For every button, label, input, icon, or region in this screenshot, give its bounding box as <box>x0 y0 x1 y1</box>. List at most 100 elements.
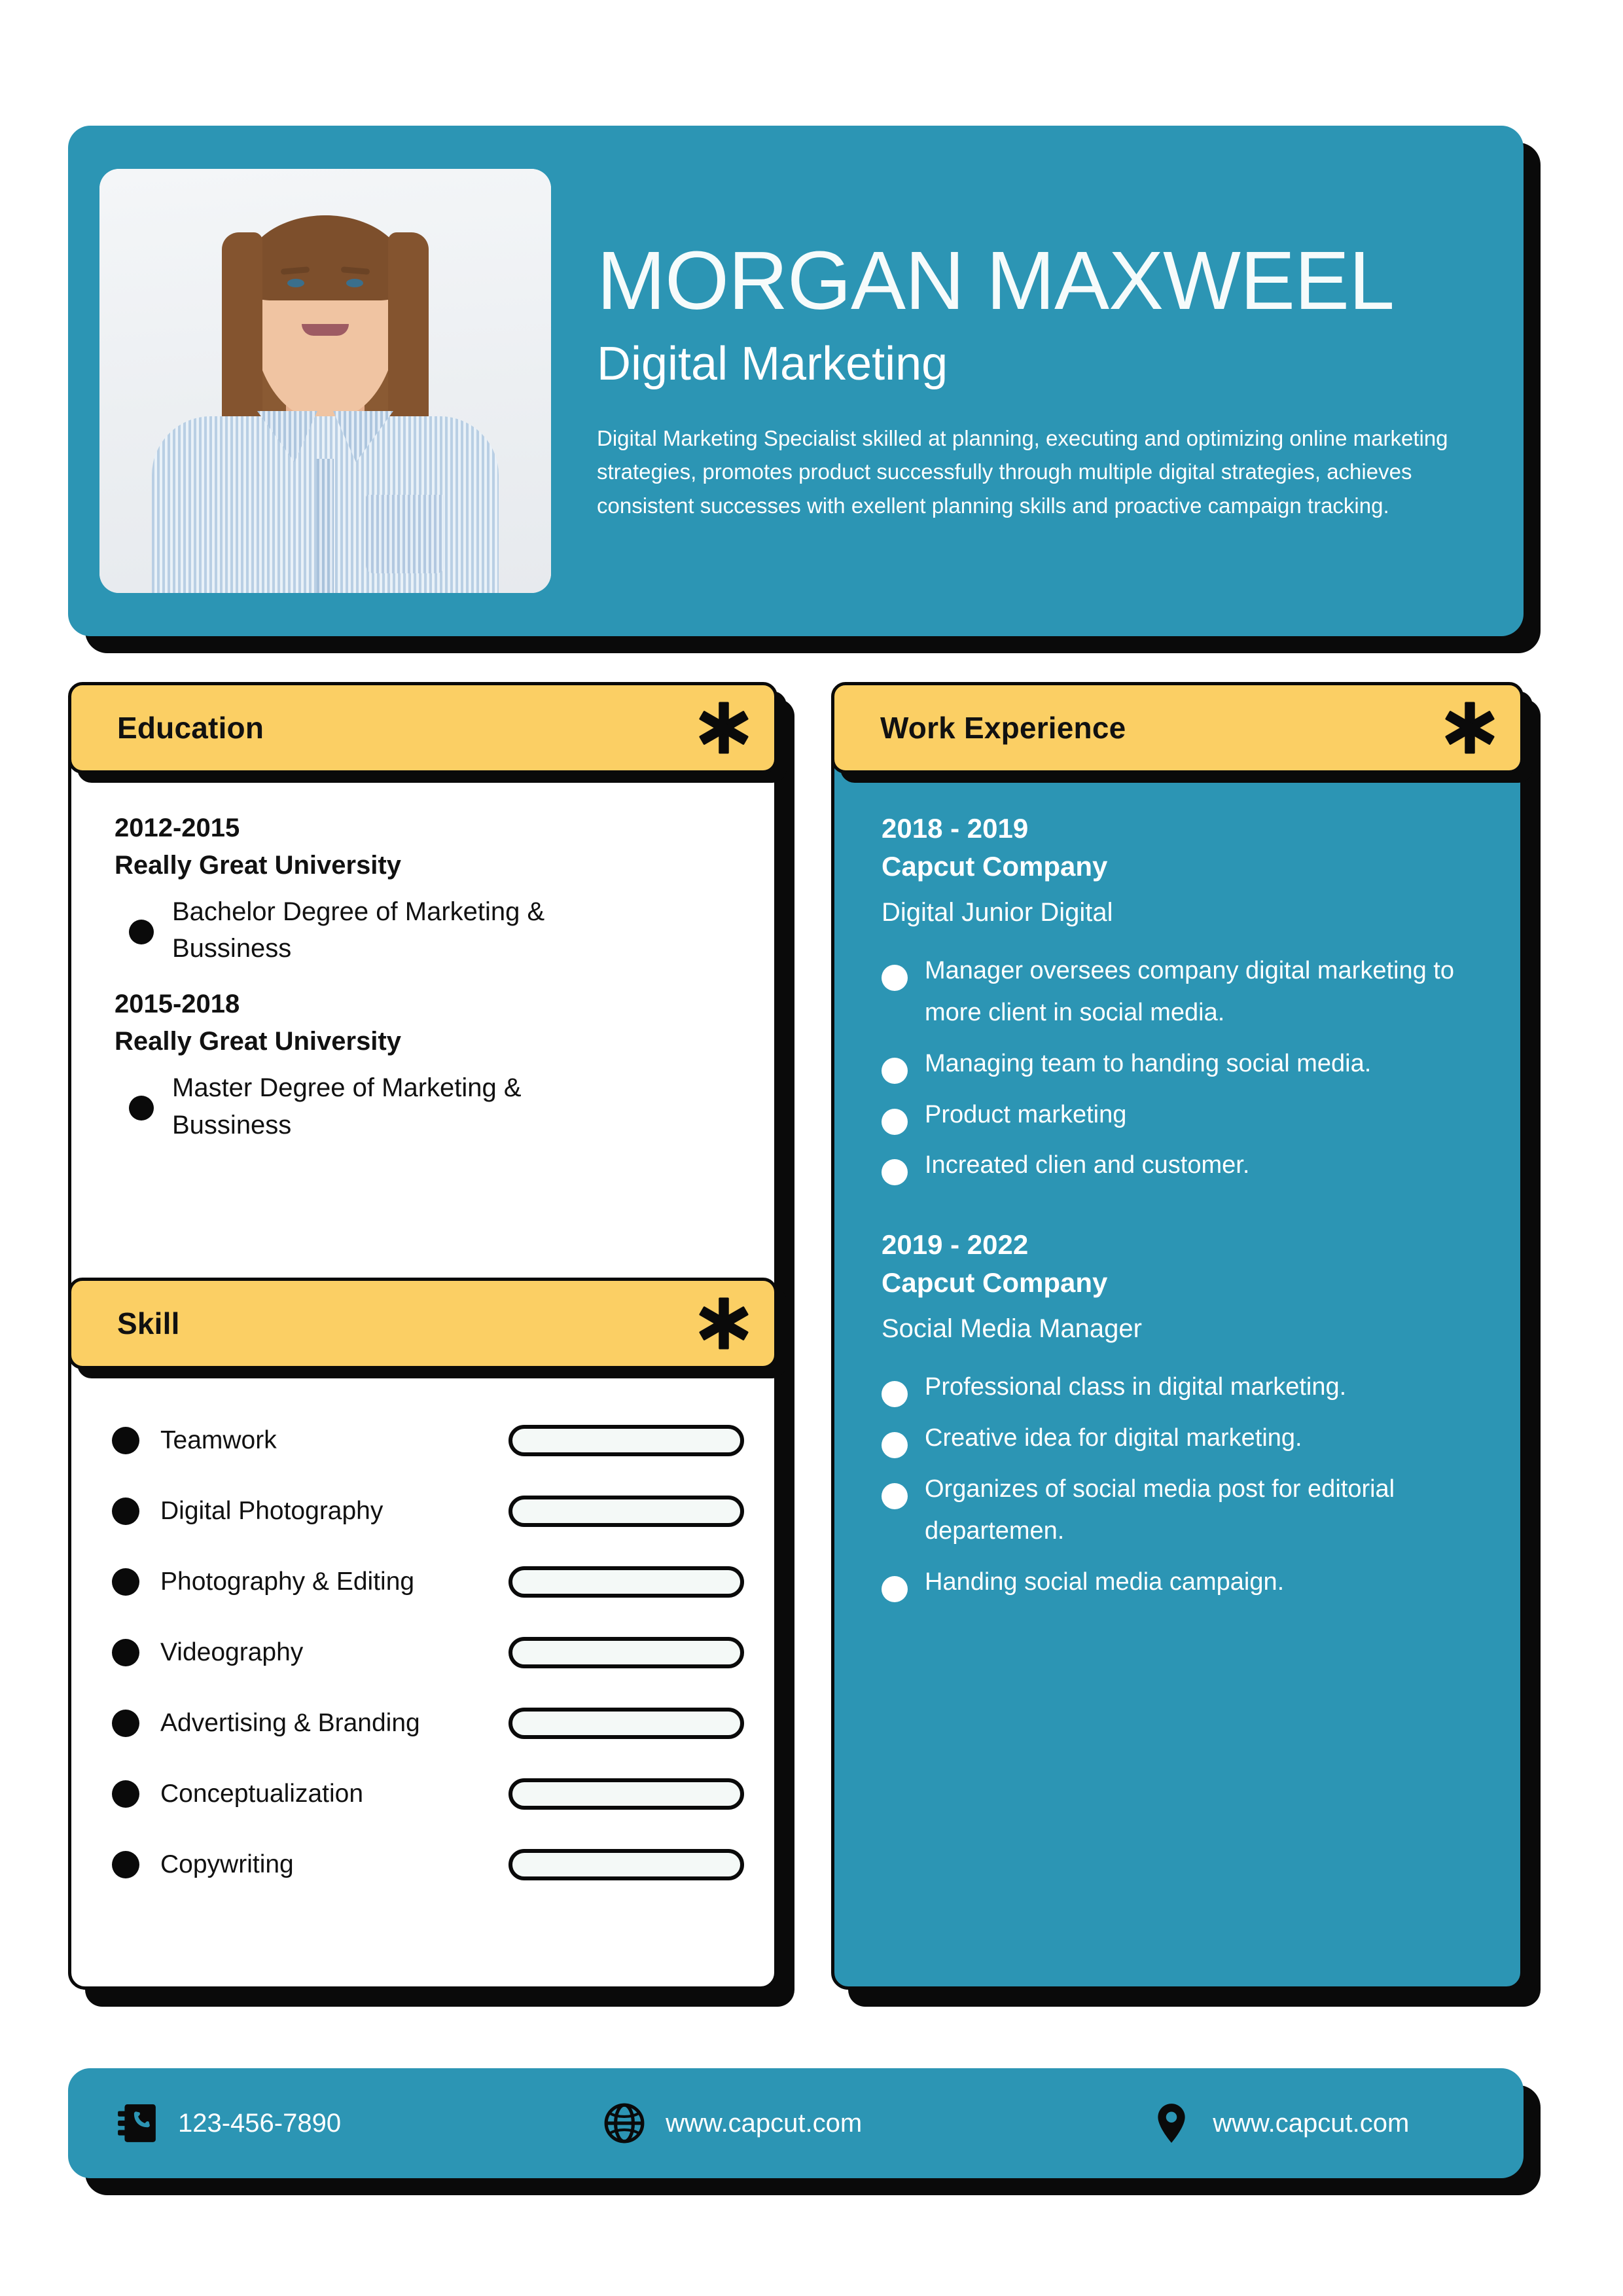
skill-row: Digital Photography <box>112 1476 744 1547</box>
skill-label: Copywriting <box>160 1850 294 1878</box>
skill-bar <box>508 1566 744 1598</box>
bullet-dot-icon <box>882 1575 908 1602</box>
job-bullet-text: Increated clien and customer. <box>925 1151 1250 1179</box>
bullet-dot-icon <box>129 919 154 944</box>
contact-website[interactable]: www.capcut.com <box>603 2102 862 2145</box>
bullet-dot-icon <box>112 1639 139 1666</box>
job-company: Capcut Company <box>882 1267 1108 1299</box>
section-header-education: Education <box>68 682 777 774</box>
skill-bar <box>508 1849 744 1880</box>
avatar <box>99 169 551 593</box>
job-bullet: Creative idea for digital marketing. <box>882 1418 1494 1460</box>
job-years: 2018 - 2019 <box>882 813 1029 844</box>
header-text-block: MORGAN MAXWEEL Digital Marketing Digital… <box>551 234 1524 522</box>
skill-bar <box>508 1708 744 1739</box>
bullet-dot-icon <box>882 1108 908 1135</box>
skill-label: Conceptualization <box>160 1780 364 1808</box>
job-company: Capcut Company <box>882 850 1108 882</box>
candidate-name: MORGAN MAXWEEL <box>597 234 1395 327</box>
location-pin-icon <box>1150 2102 1193 2145</box>
right-column-card: Work Experience 2018 - 2019 Capcut Compa… <box>831 682 1524 1990</box>
education-degree-item: Bachelor Degree of Marketing & Bussiness <box>115 893 735 968</box>
section-header-work-experience: Work Experience <box>831 682 1524 774</box>
bullet-dot-icon <box>112 1498 139 1525</box>
bullet-dot-icon <box>129 1095 154 1121</box>
skill-bar <box>508 1496 744 1527</box>
portrait-photo <box>99 169 551 593</box>
bullet-dot-icon <box>112 1710 139 1737</box>
skill-row: Photography & Editing <box>112 1547 744 1617</box>
skill-row: Conceptualization <box>112 1759 744 1829</box>
contact-location[interactable]: www.capcut.com <box>1150 2102 1409 2145</box>
skill-label: Photography & Editing <box>160 1568 415 1596</box>
bullet-dot-icon <box>112 1568 139 1596</box>
education-entry: 2015-2018 Really Great University Master… <box>115 986 735 1143</box>
bullet-dot-icon <box>882 1159 908 1186</box>
skill-row: Videography <box>112 1617 744 1688</box>
skill-body: Teamwork Digital Photography Photography… <box>71 1405 774 1900</box>
job-bullet-text: Managing team to handing social media. <box>925 1049 1372 1077</box>
asterisk-icon <box>1442 700 1498 756</box>
job-bullet-text: Professional class in digital marketing. <box>925 1373 1347 1401</box>
skill-label: Videography <box>160 1638 304 1666</box>
left-column-card: Education 2012-2015 Really Great Univ <box>68 682 777 1990</box>
section-header-skill: Skill <box>68 1278 777 1369</box>
bullet-dot-icon <box>882 1057 908 1084</box>
skill-row: Teamwork <box>112 1405 744 1476</box>
education-degree: Bachelor Degree of Marketing & Bussiness <box>172 897 545 963</box>
job-bullet-text: Organizes of social media post for edito… <box>925 1475 1395 1545</box>
job-bullet: Product marketing <box>882 1094 1494 1136</box>
asterisk-icon <box>696 1295 752 1352</box>
globe-icon <box>603 2102 646 2145</box>
education-school: Really Great University <box>115 1026 401 1056</box>
contact-footer: 123-456-7890 www.capcut.com <box>68 2068 1524 2178</box>
job-entry: 2018 - 2019 Capcut Company Digital Junio… <box>882 810 1494 1187</box>
asterisk-icon <box>696 700 752 756</box>
bullet-dot-icon <box>882 1482 908 1509</box>
job-bullet: Managing team to handing social media. <box>882 1043 1494 1085</box>
job-entry: 2019 - 2022 Capcut Company Social Media … <box>882 1226 1494 1603</box>
job-position: Social Media Manager <box>882 1314 1142 1344</box>
job-bullet-text: Product marketing <box>925 1100 1127 1128</box>
skill-bar <box>508 1425 744 1456</box>
candidate-role: Digital Marketing <box>597 337 948 390</box>
education-years: 2015-2018 <box>115 990 240 1019</box>
job-bullet: Manager oversees company digital marketi… <box>882 950 1494 1034</box>
skill-label: Advertising & Branding <box>160 1709 420 1737</box>
job-bullet: Handing social media campaign. <box>882 1562 1494 1604</box>
candidate-summary: Digital Marketing Specialist skilled at … <box>597 425 1448 518</box>
job-years: 2019 - 2022 <box>882 1229 1029 1261</box>
location-url: www.capcut.com <box>1213 2108 1410 2138</box>
bullet-dot-icon <box>112 1780 139 1808</box>
bullet-dot-icon <box>112 1427 139 1454</box>
job-position: Digital Junior Digital <box>882 897 1113 927</box>
education-entry: 2012-2015 Really Great University Bachel… <box>115 810 735 967</box>
skill-row: Copywriting <box>112 1829 744 1900</box>
education-title: Education <box>117 711 264 745</box>
phone-number: 123-456-7890 <box>178 2108 342 2138</box>
skill-label: Digital Photography <box>160 1497 383 1525</box>
bullet-dot-icon <box>882 1381 908 1408</box>
website-url: www.capcut.com <box>666 2108 863 2138</box>
job-bullet-text: Manager oversees company digital marketi… <box>925 957 1454 1026</box>
bullet-dot-icon <box>882 1432 908 1459</box>
education-body: 2012-2015 Really Great University Bachel… <box>71 810 774 1162</box>
job-bullet: Professional class in digital marketing. <box>882 1367 1494 1408</box>
job-bullet: Organizes of social media post for edito… <box>882 1469 1494 1552</box>
skill-row: Advertising & Branding <box>112 1688 744 1759</box>
skill-title: Skill <box>117 1306 180 1340</box>
job-bullet: Increated clien and customer. <box>882 1145 1494 1187</box>
job-bullet-text: Creative idea for digital marketing. <box>925 1424 1302 1452</box>
header-card: MORGAN MAXWEEL Digital Marketing Digital… <box>68 126 1524 636</box>
education-years: 2012-2015 <box>115 814 240 842</box>
work-experience-body: 2018 - 2019 Capcut Company Digital Junio… <box>834 810 1520 1642</box>
job-bullet-text: Handing social media campaign. <box>925 1568 1285 1596</box>
education-school: Really Great University <box>115 850 401 880</box>
work-experience-title: Work Experience <box>880 711 1126 745</box>
bullet-dot-icon <box>112 1851 139 1878</box>
contact-phone[interactable]: 123-456-7890 <box>115 2102 341 2145</box>
education-degree: Master Degree of Marketing & Bussiness <box>172 1073 522 1139</box>
education-degree-item: Master Degree of Marketing & Bussiness <box>115 1069 735 1144</box>
skill-bar <box>508 1778 744 1810</box>
